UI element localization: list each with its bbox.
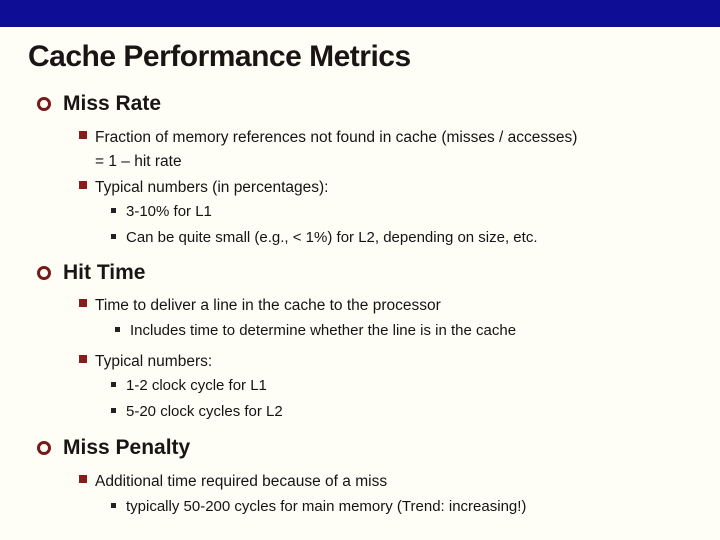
square-bullet-icon [79, 474, 87, 483]
circle-bullet-icon [37, 97, 51, 111]
bullet-text: Can be quite small (e.g., < 1%) for L2, … [126, 229, 538, 246]
square-bullet-icon [79, 130, 87, 139]
bullet-text: 1-2 clock cycle for L1 [126, 377, 267, 394]
square-bullet-icon [79, 354, 87, 363]
small-square-bullet-icon [111, 234, 116, 239]
circle-bullet-icon [37, 266, 51, 280]
small-square-bullet-icon [111, 408, 116, 413]
bullet-text: 5-20 clock cycles for L2 [126, 403, 283, 420]
bullet-text: Additional time required because of a mi… [95, 473, 388, 490]
square-bullet-icon [79, 180, 87, 189]
small-square-bullet-icon [115, 327, 120, 332]
bullet-text: Includes time to determine whether the l… [130, 322, 517, 339]
bullet-text: Typical numbers: [95, 353, 213, 370]
bullet-text: 3-10% for L1 [126, 203, 212, 220]
section-heading: Hit Time [63, 261, 146, 284]
small-square-bullet-icon [111, 208, 116, 213]
bullet-text: typically 50-200 cycles for main memory … [126, 498, 527, 515]
bullet-text: Time to deliver a line in the cache to t… [95, 297, 441, 314]
section-heading: Miss Penalty [63, 436, 191, 459]
bullet-text: Typical numbers (in percentages): [95, 179, 329, 196]
small-square-bullet-icon [111, 503, 116, 508]
small-square-bullet-icon [111, 382, 116, 387]
top-accent-bar [0, 0, 720, 27]
bullet-text: Fraction of memory references not found … [95, 129, 578, 170]
section-heading: Miss Rate [63, 92, 162, 115]
circle-bullet-icon [37, 441, 51, 455]
square-bullet-icon [79, 298, 87, 307]
page-title: Cache Performance Metrics [28, 40, 411, 73]
